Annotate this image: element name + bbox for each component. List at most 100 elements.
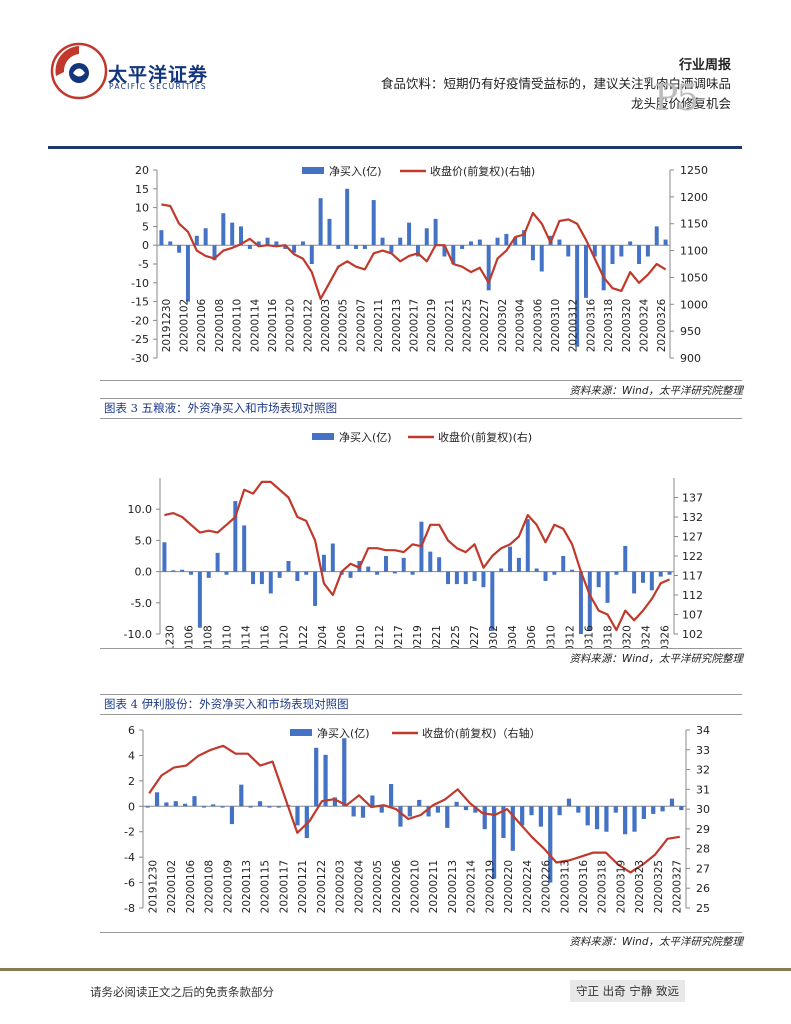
header-divider [48,146,742,149]
x-tick-label: 20200325 [653,860,665,913]
bar [433,218,438,246]
bar [211,804,216,807]
subtitle-line-1: 食品饮料：短期仍有好疫情受益标的，建议关注乳肉白酒调味品 [380,76,731,91]
bar [398,806,403,827]
bar [351,806,356,817]
x-tick-label: 20200110 [232,299,244,352]
right-tick-label: 102 [682,628,703,641]
x-tick-label: 20200225 [450,625,462,648]
x-tick-label: 20200316 [585,298,597,352]
left-tick-label: -5 [138,258,149,271]
x-tick-label: 20200106 [196,298,208,352]
left-tick-label: -5.0 [131,597,152,610]
bar [215,552,220,572]
bar [309,245,314,264]
x-tick-label: 20200121 [297,860,309,913]
figure-3-top-rule [100,398,742,399]
company-logo-icon [50,42,108,100]
x-tick-label: 20200210 [410,860,422,913]
x-tick-label: 20200116 [260,625,272,648]
x-tick-label: 20191230 [165,625,177,648]
left-tick-label: 0.0 [135,566,153,579]
left-tick-label: -10 [131,277,149,290]
x-tick-label: 20200219 [412,625,424,648]
legend-line-label: 收盘价(前复权)(右轴) [430,164,535,178]
x-tick-label: 20200217 [393,625,405,648]
x-tick-label: 20200327 [672,860,684,913]
x-tick-label: 20200320 [621,299,633,352]
x-tick-label: 20200203 [320,299,332,352]
right-tick-label: 137 [682,492,703,505]
x-tick-label: 20200203 [335,860,347,913]
bar [619,245,624,257]
bar [658,571,663,577]
bar [463,571,468,585]
right-tick-label: 950 [680,325,701,338]
bar [516,557,521,572]
bar [242,525,247,572]
bar [557,239,562,246]
bar [212,245,217,261]
bar [548,806,553,883]
bar [194,235,199,246]
bar [366,566,371,572]
bar [229,806,235,825]
bar [197,571,202,628]
bar [501,806,506,839]
bar [177,245,182,253]
x-tick-label: 20200211 [428,860,440,913]
bar [637,245,642,264]
x-tick-label: 20200108 [204,860,216,913]
bar [534,568,539,572]
right-tick-label: 1100 [680,245,708,258]
left-tick-label: 2 [128,775,135,788]
x-tick-label: 20200106 [185,860,197,914]
right-tick-label: 26 [696,882,710,895]
bar [552,571,557,575]
bar [248,806,253,808]
x-tick-label: 20200206 [391,860,403,914]
price-line [164,480,671,632]
x-tick-label: 20200205 [338,299,350,352]
bar [407,806,412,817]
bar [392,571,397,574]
x-tick-label: 20200122 [316,860,328,913]
bar [327,218,332,246]
bar [173,801,178,807]
bar [314,747,319,807]
bar [445,806,450,828]
bar [641,806,646,819]
left-tick-label: -4 [124,851,135,864]
bar [522,230,527,246]
bar [623,806,628,835]
bar [348,571,353,578]
bar [628,241,633,246]
bar [283,245,288,249]
bar [482,806,487,830]
price-line [161,203,667,300]
chart-2: 10.0 5.0 0.0 -5.0 -10.0 137 132 127 122 117 112 107… [124,430,703,648]
x-tick-label: 20200115 [260,860,272,913]
legend-bar-swatch [302,167,324,174]
bar [570,569,575,572]
x-tick-label: 20200205 [372,860,384,913]
chart-1: 20151050-5-10-15-20-25-30125012001150110… [131,164,708,365]
bar [613,806,618,813]
report-subtitle: 食品饮料：短期仍有好疫情受益标的，建议关注乳肉白酒调味品 龙头股价修复机会 [271,74,731,114]
x-tick-label: 20200109 [222,860,234,913]
x-tick-label: 20200318 [602,625,614,648]
bar [499,568,504,572]
left-tick-label: 6 [128,724,135,737]
right-tick-label: 1050 [680,271,708,284]
bar [454,801,459,807]
legend-bar-label: 净买入(亿) [317,726,370,740]
bar [428,551,433,572]
right-tick-label: 29 [696,823,710,836]
footer-disclaimer[interactable]: 请务必阅读正文之后的免责条款部分 [90,985,274,999]
bar [267,806,272,808]
bar [342,738,347,807]
bar [654,226,659,246]
figure-3-title-rule [100,418,742,419]
bar [491,806,497,879]
left-tick-label: 15 [135,183,149,196]
